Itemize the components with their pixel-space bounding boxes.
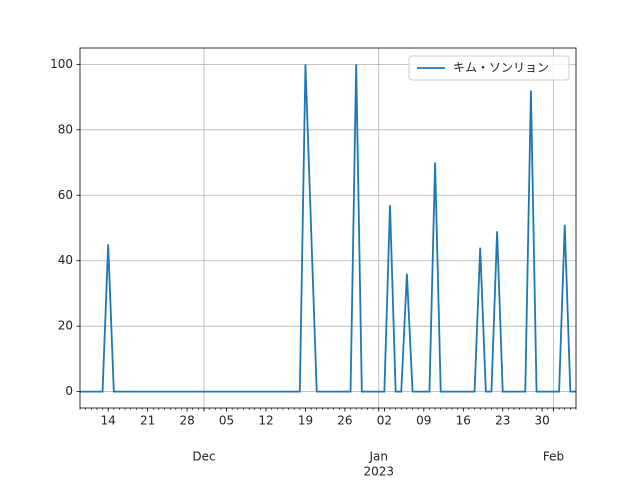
legend-label: キム・ソンリョン [453,61,549,75]
y-tick-label: 20 [58,319,73,333]
x-tick-label: 05 [219,414,234,428]
y-tick-label: 60 [58,188,73,202]
month-label: Feb [543,450,564,464]
x-tick-label: 26 [337,414,352,428]
plot-frame [79,47,577,409]
y-tick-label: 80 [58,122,73,136]
year-label: 2023 [363,465,394,479]
y-tick-label: 100 [50,57,73,71]
x-tick-label: 21 [140,414,155,428]
line-series [80,64,576,393]
x-tick-label: 19 [298,414,313,428]
x-tick-label: 02 [377,414,392,428]
x-tick-label: 23 [495,414,510,428]
x-tick-label: 28 [179,414,194,428]
month-label: Dec [192,450,215,464]
x-tick-label: 16 [456,414,471,428]
x-tick-label: 12 [258,414,273,428]
x-tick-label: 09 [416,414,431,428]
y-tick-label: 0 [65,384,73,398]
legend-box [408,55,570,81]
x-tick-label: 30 [535,414,550,428]
month-label: Jan [368,450,388,464]
x-tick-label: 14 [101,414,116,428]
y-tick-label: 40 [58,253,73,267]
